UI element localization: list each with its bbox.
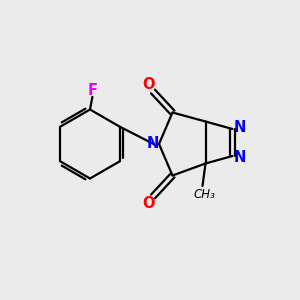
- Text: O: O: [142, 196, 155, 211]
- Text: CH₃: CH₃: [194, 188, 216, 201]
- Text: O: O: [142, 77, 155, 92]
- Text: N: N: [234, 150, 246, 165]
- Text: N: N: [146, 136, 159, 152]
- Text: N: N: [234, 120, 246, 135]
- Text: F: F: [88, 83, 98, 98]
